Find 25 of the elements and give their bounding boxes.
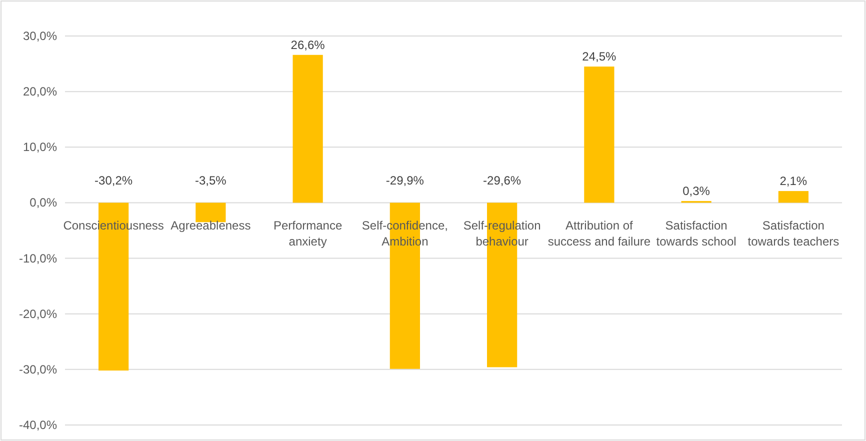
y-tick-label: 0,0% — [30, 196, 58, 210]
y-tick-label: 30,0% — [22, 29, 58, 43]
x-tick-label: Attribution of success and failure — [548, 218, 651, 249]
x-tick-label: Satisfaction towards teachers — [748, 218, 840, 249]
data-label: 24,5% — [582, 50, 617, 64]
x-tick-label: Performance anxiety — [273, 218, 342, 249]
data-label: -30,2% — [94, 174, 133, 188]
y-tick-label: -20,0% — [18, 306, 58, 321]
data-label: 2,1% — [780, 174, 808, 188]
data-label: -29,6% — [483, 174, 522, 188]
y-tick-label: -30,0% — [18, 362, 58, 376]
bar — [584, 66, 614, 203]
bar — [778, 191, 808, 203]
y-tick-label: -40,0% — [18, 418, 58, 432]
bar — [292, 54, 323, 203]
y-tick-label: -10,0% — [18, 251, 58, 266]
data-label: 0,3% — [682, 184, 710, 198]
y-tick-label: 20,0% — [22, 84, 58, 99]
data-label: -29,9% — [386, 174, 424, 188]
y-tick-label: 10,0% — [22, 140, 58, 154]
data-label: 26,6% — [290, 38, 326, 52]
data-label: -3,5% — [195, 174, 227, 188]
bar — [196, 202, 226, 222]
x-tick-label: Agreeableness — [170, 218, 251, 233]
x-tick-label: Satisfaction towards school — [656, 218, 736, 249]
